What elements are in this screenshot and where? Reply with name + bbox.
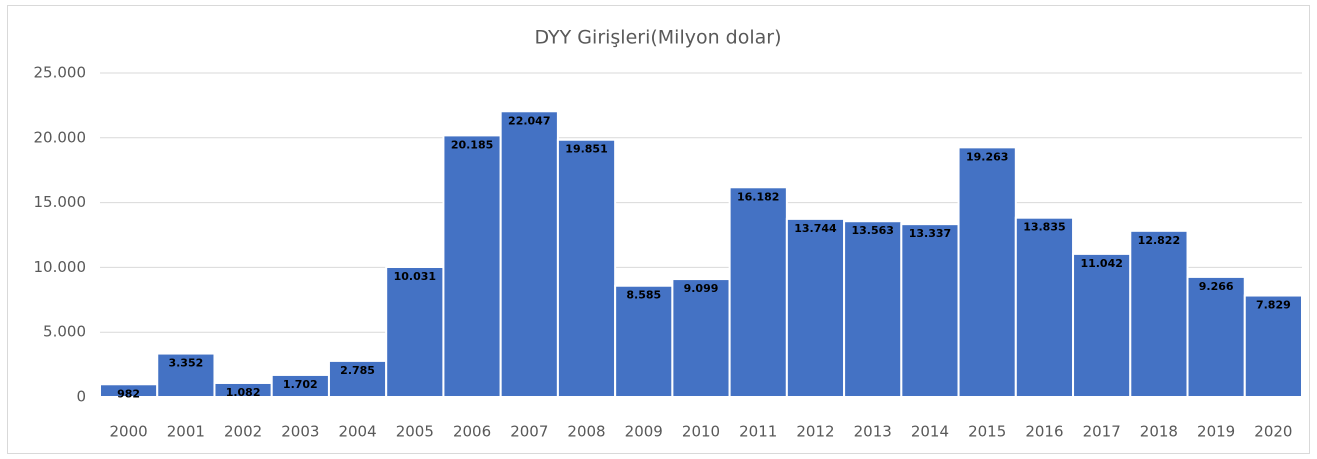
- x-tick-label: 2001: [167, 423, 205, 441]
- x-tick-label: 2003: [281, 423, 319, 441]
- x-tick-label: 2002: [224, 423, 262, 441]
- y-tick-label: 5.000: [43, 323, 86, 341]
- value-label: 13.563: [851, 224, 893, 237]
- bar: [442, 134, 502, 398]
- x-tick-label: 2017: [1083, 423, 1121, 441]
- y-tick-label: 25.000: [34, 64, 87, 82]
- value-label: 12.822: [1138, 234, 1180, 247]
- bar: [156, 352, 216, 398]
- bar: [843, 220, 903, 398]
- bar: [499, 110, 559, 399]
- bar: [1243, 294, 1304, 398]
- value-label: 19.851: [565, 143, 607, 156]
- x-tick-label: 2006: [453, 423, 491, 441]
- bar: [728, 186, 788, 398]
- x-tick-label: 2012: [796, 423, 834, 441]
- value-label: 9.266: [1199, 280, 1234, 293]
- value-label: 1.702: [283, 378, 318, 391]
- value-label: 16.182: [737, 190, 779, 203]
- x-tick-label: 2005: [396, 423, 434, 441]
- bar: [614, 284, 674, 398]
- bar: [671, 278, 731, 399]
- x-tick-label: 2019: [1197, 423, 1235, 441]
- x-tick-label: 2000: [110, 423, 148, 441]
- value-label: 20.185: [451, 138, 493, 151]
- value-label: 10.031: [394, 270, 436, 283]
- x-tick-label: 2013: [854, 423, 892, 441]
- bar: [1186, 275, 1246, 398]
- bar: [1129, 229, 1189, 398]
- value-label: 9.099: [684, 282, 719, 295]
- value-label: 3.352: [168, 357, 203, 370]
- bar: [327, 359, 388, 399]
- x-tick-label: 2016: [1025, 423, 1063, 441]
- bar: [900, 223, 960, 398]
- x-tick-label: 2010: [682, 423, 720, 441]
- x-tick-label: 2020: [1254, 423, 1292, 441]
- y-tick-label: 15.000: [34, 193, 87, 211]
- bar: [556, 138, 617, 398]
- value-label: 19.263: [966, 150, 1008, 163]
- bar: [1072, 252, 1132, 398]
- x-tick-label: 2008: [567, 423, 605, 441]
- y-tick-label: 10.000: [34, 258, 87, 276]
- x-tick-label: 2004: [338, 423, 376, 441]
- value-label: 22.047: [508, 114, 550, 127]
- x-tick-label: 2007: [510, 423, 548, 441]
- x-tick-label: 2018: [1140, 423, 1178, 441]
- y-tick-label: 0: [76, 388, 86, 406]
- value-label: 1.082: [226, 386, 261, 399]
- bar: [957, 146, 1017, 398]
- chart-title: DYY Girişleri(Milyon dolar): [534, 27, 781, 49]
- value-label: 982: [117, 387, 140, 400]
- x-tick-label: 2015: [968, 423, 1006, 441]
- value-label: 13.337: [909, 227, 951, 240]
- value-label: 2.785: [340, 364, 375, 377]
- bar: [385, 265, 445, 398]
- x-tick-label: 2014: [911, 423, 949, 441]
- value-label: 11.042: [1080, 257, 1122, 270]
- y-tick-label: 20.000: [34, 128, 87, 146]
- bar: [1014, 216, 1075, 398]
- x-tick-label: 2011: [739, 423, 777, 441]
- bar: [785, 217, 846, 398]
- value-label: 7.829: [1256, 299, 1291, 312]
- x-tick-label: 2009: [625, 423, 663, 441]
- value-label: 13.835: [1023, 221, 1065, 234]
- value-label: 13.744: [794, 222, 837, 235]
- value-label: 8.585: [626, 289, 661, 302]
